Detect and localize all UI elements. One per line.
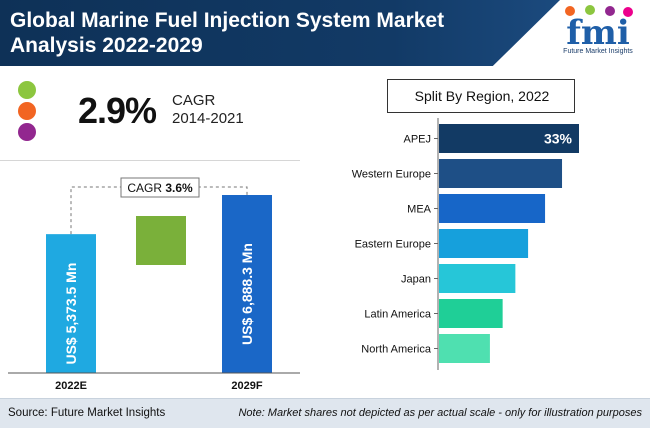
region-data-label: 33% <box>544 131 573 147</box>
divider <box>0 160 300 161</box>
region-label: MEA <box>407 204 432 216</box>
region-split-chart: APEJ 33% Western Europe MEA Eastern Europe Ja… <box>352 118 579 370</box>
legend-dot-purple <box>18 123 36 141</box>
bar-value-label: US$ 6,888.3 Mn <box>239 243 255 345</box>
market-size-chart: US$ 5,373.5 Mn 2022E US$ 6,888.3 Mn 2029F CA… <box>8 177 300 392</box>
cagr-annotation-label: CAGR <box>127 181 165 195</box>
footer-source: Source: Future Market Insights <box>8 407 166 419</box>
region-label: Japan <box>401 274 431 286</box>
bar-value-label: US$ 5,373.5 Mn <box>63 263 79 365</box>
cagr-years: 2014-2021 <box>172 110 244 127</box>
cagr-annotation-box <box>120 177 200 198</box>
region-chart-title: Split By Region, 2022 <box>414 88 550 104</box>
region-bar-eastern-europe <box>439 229 529 258</box>
logo-caption: Future Market Insights <box>563 48 633 55</box>
bar-2029F <box>222 195 272 373</box>
region-label: North America <box>361 344 432 356</box>
page-title: Global Marine Fuel Injection System Mark… <box>10 9 445 57</box>
cagr-annotation: CAGR 3.6% <box>127 181 193 195</box>
region-label: Latin America <box>364 309 432 321</box>
header-band <box>0 0 560 66</box>
x-tick-label: 2029F <box>231 380 262 392</box>
cagr-label: CAGR <box>172 92 216 109</box>
x-tick-label: 2022E <box>55 380 87 392</box>
bar-2022E <box>46 234 96 373</box>
region-bar-latin-america <box>439 299 503 328</box>
region-title-box: Split By Region, 2022 <box>387 79 575 113</box>
fmi-logo: fmi Future Market Insights <box>548 4 648 64</box>
region-bar-apej <box>439 124 579 153</box>
growth-bridge <box>136 216 186 265</box>
legend-dot-orange <box>18 102 36 120</box>
region-label: Western Europe <box>352 169 431 181</box>
region-bar-mea <box>439 194 546 223</box>
region-label: APEJ <box>403 134 431 146</box>
header: Global Marine Fuel Injection System Mark… <box>0 0 650 68</box>
cagr-value: 2.9% <box>78 90 157 131</box>
region-bar-japan <box>439 264 516 293</box>
cagr-annotation-value: 3.6% <box>165 181 193 195</box>
fmi-logo-letters: fmi <box>566 13 630 48</box>
legend-dot-green <box>18 81 36 99</box>
region-bar-north-america <box>439 334 490 363</box>
fmi-logo-icon: fmi <box>565 5 633 53</box>
region-bar-western-europe <box>439 159 563 188</box>
footer: Source: Future Market Insights Note: Mar… <box>0 398 650 428</box>
region-label: Eastern Europe <box>355 239 431 251</box>
footer-note: Note: Market shares not depicted as per … <box>238 407 642 419</box>
